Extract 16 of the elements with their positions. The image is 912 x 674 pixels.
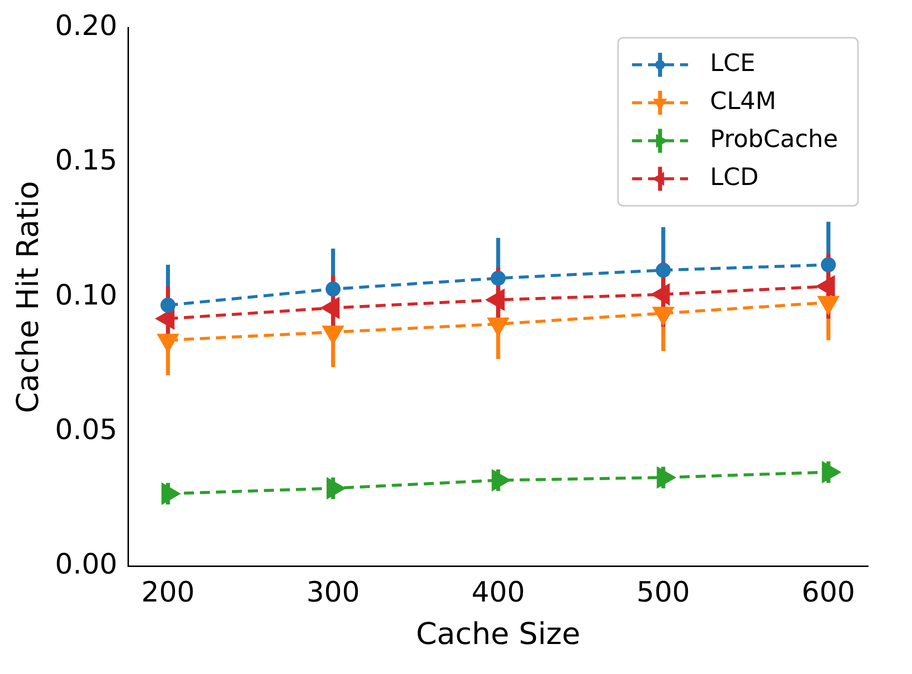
y-tick-label: 0.00 [55, 548, 118, 581]
x-tick-label: 300 [306, 575, 360, 608]
legend-label: ProbCache [710, 125, 838, 154]
y-tick-label: 0.20 [55, 9, 118, 42]
x-tick-label: 600 [802, 575, 856, 608]
y-tick-label: 0.10 [55, 278, 118, 312]
y-tick-label: 0.15 [55, 144, 118, 177]
x-axis-title: Cache Size [416, 616, 580, 652]
x-tick-label: 500 [636, 575, 690, 608]
legend-label: CL4M [710, 87, 776, 116]
y-tick-label: 0.05 [55, 413, 118, 446]
legend-label: LCE [710, 49, 756, 78]
y-axis-title: Cache Hit Ratio [10, 181, 46, 414]
legend-label: LCD [710, 163, 759, 192]
x-tick-label: 400 [471, 575, 525, 608]
x-tick-label: 200 [141, 575, 195, 608]
